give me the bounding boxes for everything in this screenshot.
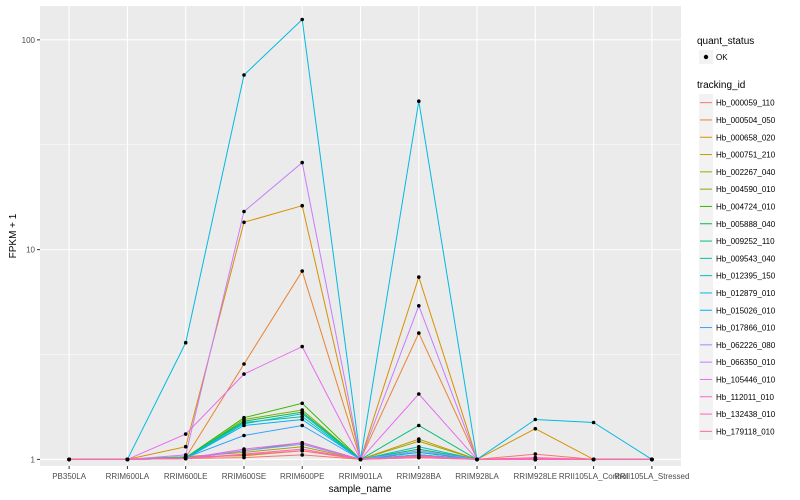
data-point bbox=[183, 456, 188, 461]
data-point bbox=[183, 453, 188, 457]
data-point bbox=[300, 417, 305, 422]
data-point bbox=[533, 452, 538, 456]
legend-item-label: Hb_017866_010 bbox=[716, 324, 776, 333]
data-point bbox=[358, 457, 363, 462]
data-point bbox=[242, 209, 246, 214]
series-points bbox=[67, 17, 654, 462]
legend-item-label: Hb_000059_110 bbox=[716, 99, 775, 108]
x-axis-title: sample_name bbox=[329, 484, 392, 495]
y-axis-ticks: 1 10 100 bbox=[22, 36, 40, 464]
data-point bbox=[242, 423, 246, 428]
data-point bbox=[183, 340, 188, 345]
legend-quant-point bbox=[703, 54, 709, 60]
legend-item-label: Hb_062226_080 bbox=[716, 341, 776, 350]
data-point bbox=[417, 423, 421, 428]
x-tick-label: PB350LA bbox=[52, 472, 86, 481]
legend-item-label: Hb_005888_040 bbox=[716, 220, 776, 229]
data-point bbox=[650, 457, 654, 462]
data-point bbox=[125, 457, 130, 462]
data-point bbox=[300, 448, 305, 453]
legend-item-label: Hb_012879_010 bbox=[716, 289, 776, 298]
data-point bbox=[242, 453, 246, 457]
y-tick-label: 1 bbox=[31, 455, 36, 464]
x-tick-label: RRIM901LA bbox=[339, 472, 383, 481]
data-point bbox=[242, 447, 246, 451]
legend-item-label: Hb_009543_040 bbox=[716, 254, 776, 263]
data-point bbox=[300, 453, 305, 457]
data-point bbox=[183, 432, 188, 436]
legend-item-label: Hb_015026_010 bbox=[716, 306, 776, 315]
x-tick-label: RRIM600LA bbox=[106, 472, 150, 481]
data-point bbox=[417, 448, 421, 453]
data-point bbox=[417, 444, 421, 449]
data-point bbox=[533, 456, 538, 461]
legend-item-label: Hb_004590_010 bbox=[716, 185, 776, 194]
legend-tracking-id: tracking_id Hb_000059_110 Hb_000504_050 Hb… bbox=[697, 80, 776, 440]
legend-item-label: Hb_002267_040 bbox=[716, 168, 776, 177]
legend-item-label: Hb_009252_110 bbox=[716, 237, 775, 246]
data-point bbox=[67, 457, 71, 462]
x-tick-label: RRIM600PE bbox=[280, 472, 324, 481]
y-axis-title: FPKM + 1 bbox=[8, 213, 19, 258]
data-point bbox=[591, 457, 596, 462]
legend-item-label: Hb_112011_010 bbox=[716, 393, 775, 402]
data-point bbox=[300, 412, 305, 416]
legend-item-label: Hb_000658_020 bbox=[716, 133, 776, 142]
data-point bbox=[417, 392, 421, 396]
data-point bbox=[300, 414, 305, 419]
x-tick-label: RRIM928BA bbox=[397, 472, 442, 481]
legend-item-label: Hb_004724_010 bbox=[716, 202, 776, 211]
data-point bbox=[417, 439, 421, 444]
x-tick-label: RRIM928LA bbox=[455, 472, 499, 481]
y-tick-label: 10 bbox=[26, 246, 35, 255]
legend-quant-label: OK bbox=[716, 53, 728, 62]
data-point bbox=[242, 372, 246, 376]
data-point bbox=[475, 457, 479, 462]
data-point bbox=[417, 99, 421, 103]
legend-item-label: Hb_132438_010 bbox=[716, 410, 776, 419]
data-point bbox=[300, 203, 305, 208]
legend-item-label: Hb_066350_010 bbox=[716, 358, 776, 367]
data-point bbox=[300, 441, 305, 445]
data-point bbox=[300, 423, 305, 428]
data-point bbox=[533, 426, 538, 431]
data-point bbox=[242, 73, 246, 77]
data-point bbox=[533, 417, 538, 422]
legend-quant-title: quant_status bbox=[697, 36, 754, 47]
data-point bbox=[417, 455, 421, 460]
data-point bbox=[417, 275, 421, 279]
data-point bbox=[242, 220, 246, 225]
data-point bbox=[300, 17, 305, 22]
data-point bbox=[300, 401, 305, 406]
x-tick-label: RRIM600LE bbox=[164, 472, 208, 481]
legend-item-label: Hb_000751_210 bbox=[716, 151, 776, 160]
legend-item-label: Hb_179118_010 bbox=[716, 427, 775, 436]
x-axis-ticks: PB350LA RRIM600LA RRIM600LE RRIM600SE RRIM60… bbox=[52, 466, 689, 481]
legend-quant-status: quant_status OK bbox=[697, 36, 754, 64]
data-point bbox=[183, 444, 188, 449]
data-point bbox=[300, 344, 305, 349]
data-point bbox=[242, 362, 246, 366]
data-point bbox=[300, 269, 305, 273]
x-tick-label: RRIM600SE bbox=[222, 472, 266, 481]
data-point bbox=[591, 420, 596, 425]
legend-item-label: Hb_012395_150 bbox=[716, 272, 776, 281]
data-point bbox=[242, 415, 246, 420]
data-point bbox=[417, 331, 421, 335]
data-point bbox=[417, 304, 421, 308]
legend-item-label: Hb_105446_010 bbox=[716, 375, 776, 384]
legend-tracking-title: tracking_id bbox=[697, 80, 745, 91]
data-point bbox=[242, 433, 246, 438]
x-tick-label: RRII105LA_Control bbox=[559, 472, 629, 481]
data-point bbox=[300, 160, 305, 165]
x-tick-label: RRIM928LE bbox=[514, 472, 558, 481]
legend-item-label: Hb_000504_050 bbox=[716, 116, 776, 125]
x-tick-label: RRII105LA_Stressed bbox=[614, 472, 689, 481]
y-tick-label: 100 bbox=[22, 36, 36, 45]
